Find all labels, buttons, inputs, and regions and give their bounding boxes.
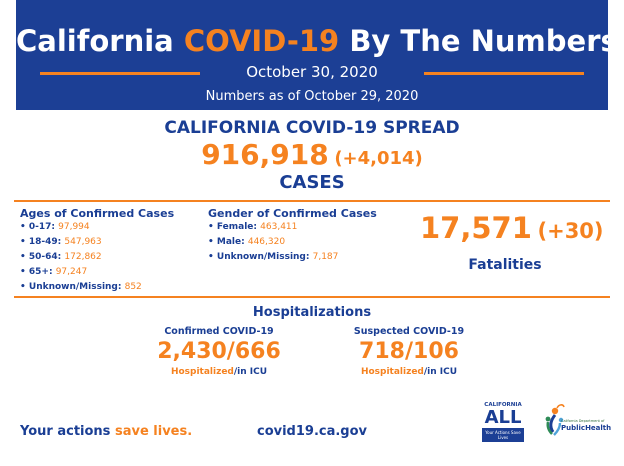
gender-list: • Female: 463,411 • Male: 446,320 • Unkn… bbox=[208, 220, 338, 265]
list-item: • 50-64: 172,862 bbox=[20, 250, 142, 265]
confirmed-value: 2,430/666 bbox=[157, 339, 281, 364]
divider-top bbox=[14, 200, 610, 202]
slogan-part-2: save lives. bbox=[114, 424, 193, 439]
sub-icu: /in ICU bbox=[423, 367, 458, 377]
divider-middle bbox=[14, 296, 610, 298]
suspected-caption: Suspected COVID-19 bbox=[353, 326, 465, 337]
item-label: • Unknown/Missing: bbox=[208, 252, 313, 262]
item-label: • Male: bbox=[208, 237, 248, 247]
title-part-1: California bbox=[16, 24, 184, 58]
item-value: 446,320 bbox=[247, 237, 286, 247]
list-item: • 18-49: 547,963 bbox=[20, 235, 142, 250]
fatalities-total: 17,571 bbox=[420, 211, 532, 245]
header-banner: California COVID-19 By The Numbers Octob… bbox=[16, 0, 618, 110]
confirmed-hospitalizations: Confirmed COVID-19 2,430/666 Hospitalize… bbox=[134, 326, 304, 378]
item-label: • 65+: bbox=[20, 267, 56, 277]
ages-title: Ages of Confirmed Cases bbox=[20, 207, 175, 220]
list-item: • 65+: 97,247 bbox=[20, 265, 142, 280]
item-label: • Female: bbox=[208, 222, 261, 232]
item-value: 172,862 bbox=[64, 252, 102, 262]
fatalities-figure: 17,571 (+30) bbox=[420, 210, 604, 251]
numbers-as-of: Numbers as of October 29, 2020 bbox=[205, 89, 419, 104]
sub-hospitalized: Hospitalized bbox=[360, 367, 424, 377]
cdph-public-health-text: PublicHealth bbox=[561, 424, 612, 432]
item-label: • 18-49: bbox=[20, 237, 65, 247]
cases-total: 916,918 bbox=[201, 138, 329, 171]
logo-top-text: CALIFORNIA bbox=[484, 402, 522, 408]
cdph-department-text: California Department of bbox=[561, 419, 605, 423]
title-highlight: COVID-19 bbox=[183, 24, 340, 58]
suspected-subtitle: Hospitalized/in ICU bbox=[324, 366, 494, 378]
footer-slogan: Your actions save lives. bbox=[20, 424, 192, 440]
confirmed-caption: Confirmed COVID-19 bbox=[164, 326, 274, 337]
list-item: • Female: 463,411 bbox=[208, 220, 338, 235]
cases-delta: (+4,014) bbox=[334, 148, 423, 169]
list-item: • 0-17: 97,994 bbox=[20, 220, 142, 235]
report-date: October 30, 2020 bbox=[246, 63, 378, 81]
item-value: 7,187 bbox=[312, 252, 339, 262]
item-value: 852 bbox=[124, 282, 142, 292]
slogan-part-1: Your actions bbox=[20, 424, 115, 439]
list-item: • Unknown/Missing: 7,187 bbox=[208, 250, 338, 265]
website-link[interactable]: covid19.ca.gov bbox=[256, 424, 368, 439]
logo-main-text: ALL bbox=[484, 407, 522, 428]
fatalities-label: Fatalities bbox=[468, 257, 542, 273]
list-item: • Unknown/Missing: 852 bbox=[20, 280, 142, 295]
item-label: • Unknown/Missing: bbox=[20, 282, 125, 292]
logo-box-text: Your Actions Save Lives bbox=[482, 428, 524, 442]
item-value: 97,994 bbox=[58, 222, 90, 232]
california-all-logo: CALIFORNIA ALL Your Actions Save Lives bbox=[482, 402, 524, 442]
public-health-logo-icon bbox=[545, 404, 565, 436]
ages-list: • 0-17: 97,994 • 18-49: 547,963 • 50-64:… bbox=[20, 220, 142, 295]
page-title: California COVID-19 By The Numbers bbox=[16, 24, 618, 58]
spread-title: CALIFORNIA COVID-19 SPREAD bbox=[164, 118, 460, 138]
cases-figure: 916,918 (+4,014) bbox=[0, 138, 624, 176]
header-rule-right bbox=[424, 72, 584, 75]
confirmed-subtitle: Hospitalized/in ICU bbox=[134, 366, 304, 378]
list-item: • Male: 446,320 bbox=[208, 235, 338, 250]
item-value: 97,247 bbox=[55, 267, 88, 277]
item-label: • 50-64: bbox=[20, 252, 65, 262]
suspected-value: 718/106 bbox=[359, 339, 459, 364]
title-part-2: By The Numbers bbox=[339, 24, 618, 58]
gender-title: Gender of Confirmed Cases bbox=[208, 207, 377, 220]
sub-icu: /in ICU bbox=[233, 367, 268, 377]
hospitalizations-title: Hospitalizations bbox=[252, 305, 372, 320]
fatalities-delta: (+30) bbox=[537, 219, 604, 243]
sub-hospitalized: Hospitalized bbox=[170, 367, 234, 377]
header-rule-left bbox=[40, 72, 200, 75]
item-value: 547,963 bbox=[64, 237, 102, 247]
cases-label: CASES bbox=[279, 172, 345, 193]
item-value: 463,411 bbox=[260, 222, 298, 232]
suspected-hospitalizations: Suspected COVID-19 718/106 Hospitalized/… bbox=[324, 326, 494, 378]
item-label: • 0-17: bbox=[20, 222, 59, 232]
